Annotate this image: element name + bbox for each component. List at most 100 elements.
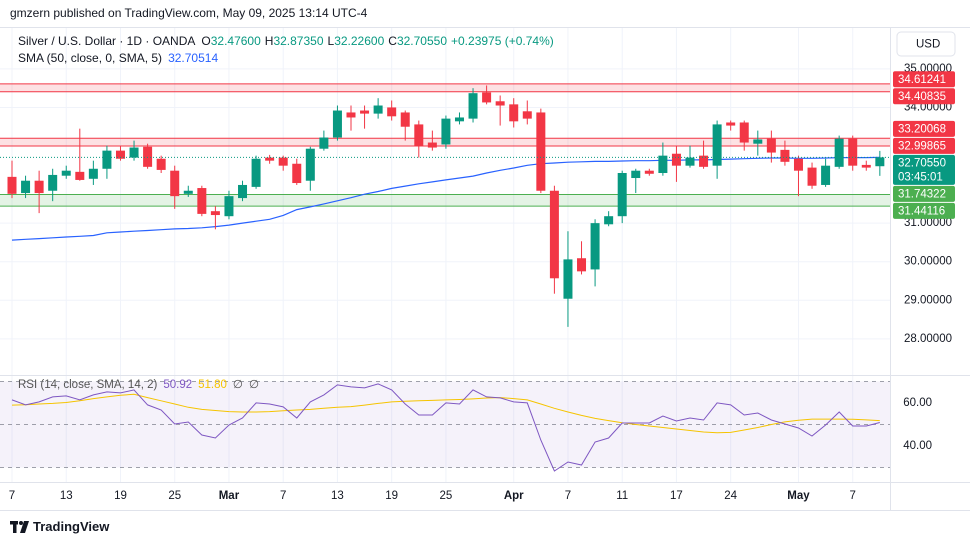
y-tick-label: 30.00000 <box>904 256 952 268</box>
close-value: 32.70550 <box>397 34 447 48</box>
price-tag-label: 34.40835 <box>898 91 946 103</box>
low-value: 32.22600 <box>334 34 384 48</box>
rsi-line <box>11 383 880 472</box>
rsi-legend: RSI (14, close, SMA, 14, 2) 50.92 51.80 ∅ ∅ <box>18 379 259 391</box>
symbol-title: Silver / U.S. Dollar · 1D · OANDA <box>18 34 195 48</box>
candle-body <box>75 171 85 180</box>
rsi-title: RSI (14, close, SMA, 14, 2) <box>18 379 158 391</box>
candle-body <box>21 180 31 194</box>
candle-body <box>305 148 315 181</box>
x-tick-label: 11 <box>616 490 628 502</box>
na-value: ∅ <box>249 379 259 391</box>
x-tick-label: 24 <box>724 490 737 502</box>
logo-part <box>19 521 23 525</box>
candle-body <box>454 117 464 122</box>
candle-body <box>319 137 329 149</box>
price-tag-label: 32.99865 <box>898 140 946 152</box>
x-tick-label: 19 <box>114 490 127 502</box>
change-value: +0.23975 (+0.74%) <box>451 34 554 48</box>
price-legend: Silver / U.S. Dollar · 1D · OANDA O32.476… <box>18 34 554 48</box>
x-tick-label: 19 <box>385 490 398 502</box>
candle-body <box>699 155 709 167</box>
candle-body <box>590 223 600 270</box>
candle-body <box>617 173 627 217</box>
sma-legend: SMA (50, close, 0, SMA, 5) 32.70514 <box>18 51 218 65</box>
rsi-band <box>0 381 890 468</box>
open-value: 32.47600 <box>211 34 261 48</box>
candle-body <box>766 138 776 153</box>
candle-body <box>238 184 248 199</box>
candle-body <box>143 146 153 167</box>
x-tick-label: Mar <box>219 490 240 502</box>
x-tick-label: 7 <box>9 490 15 502</box>
price-tag-label: 31.74322 <box>898 188 946 200</box>
x-tick-label: 25 <box>168 490 181 502</box>
rsi-ma-value: 51.80 <box>198 379 227 391</box>
candle-body <box>821 165 831 185</box>
y-tick-label: 60.00 <box>903 397 932 409</box>
price-tag <box>893 137 955 154</box>
plot-layer <box>0 28 890 482</box>
candle-body <box>183 190 193 194</box>
candle-body <box>495 101 505 106</box>
logo-part <box>20 521 29 533</box>
price-tag <box>893 88 955 105</box>
x-tick-label: 7 <box>565 490 571 502</box>
price-tag-label: 33.20068 <box>898 123 946 135</box>
x-tick-label: 17 <box>670 490 683 502</box>
candle-body <box>739 122 749 143</box>
candle-body <box>224 196 234 217</box>
candle-body <box>522 111 532 119</box>
price-tag-label: 31.44116 <box>898 205 945 217</box>
candle-body <box>685 157 695 166</box>
candle-body <box>793 158 803 171</box>
candle-body <box>644 170 654 174</box>
y-tick-label: 40.00 <box>903 440 932 452</box>
sma-line <box>11 156 880 241</box>
price-tag-label: 03:45:01 <box>898 171 943 183</box>
candle-body <box>251 158 261 187</box>
high-label: H <box>265 34 274 48</box>
candle-body <box>563 259 573 299</box>
price-tag <box>893 120 955 137</box>
candle-body <box>848 138 858 166</box>
candle-body <box>7 176 17 194</box>
axis-layer: 7 13 19 25 Mar 7 13 19 25 Apr 7 11 17 24 May 7 28.00000 2… <box>9 63 955 502</box>
candle-body <box>156 158 166 170</box>
zone <box>0 194 890 207</box>
price-tag <box>893 185 955 202</box>
candle-body <box>400 112 410 127</box>
x-tick-label: 25 <box>440 490 453 502</box>
candle-body <box>115 150 125 159</box>
price-tag <box>893 202 955 219</box>
candle-body <box>427 142 437 148</box>
candle-body <box>170 170 180 197</box>
currency-button[interactable] <box>896 31 956 57</box>
candle-body <box>549 190 559 279</box>
candle-body <box>482 92 492 103</box>
y-tick-label: 34.00000 <box>904 101 952 113</box>
low-label: L <box>328 34 335 48</box>
publish-info: gmzern published on TradingView.com, May… <box>10 6 368 20</box>
candle-body <box>875 157 885 167</box>
x-tick-label: Apr <box>504 490 524 502</box>
open-label: O <box>201 34 210 48</box>
currency[interactable]: USD <box>916 39 940 51</box>
na-value: ∅ <box>233 379 243 391</box>
candle-body <box>577 258 587 272</box>
close-label: C <box>388 34 397 48</box>
candle-body <box>604 216 614 225</box>
candle-body <box>753 139 763 144</box>
candle-body <box>373 105 383 114</box>
brand: TradingView <box>33 519 110 534</box>
logo-part <box>13 521 17 533</box>
candle-body <box>414 124 424 146</box>
price-tag-label: 32.70550 <box>898 157 946 169</box>
price-tag <box>893 71 955 88</box>
price-axis <box>891 28 970 510</box>
sma-title: SMA (50, close, 0, SMA, 5) <box>18 51 162 65</box>
candle-body <box>658 155 668 174</box>
candle-body <box>278 157 288 166</box>
y-tick-label: 31.00000 <box>904 217 952 229</box>
